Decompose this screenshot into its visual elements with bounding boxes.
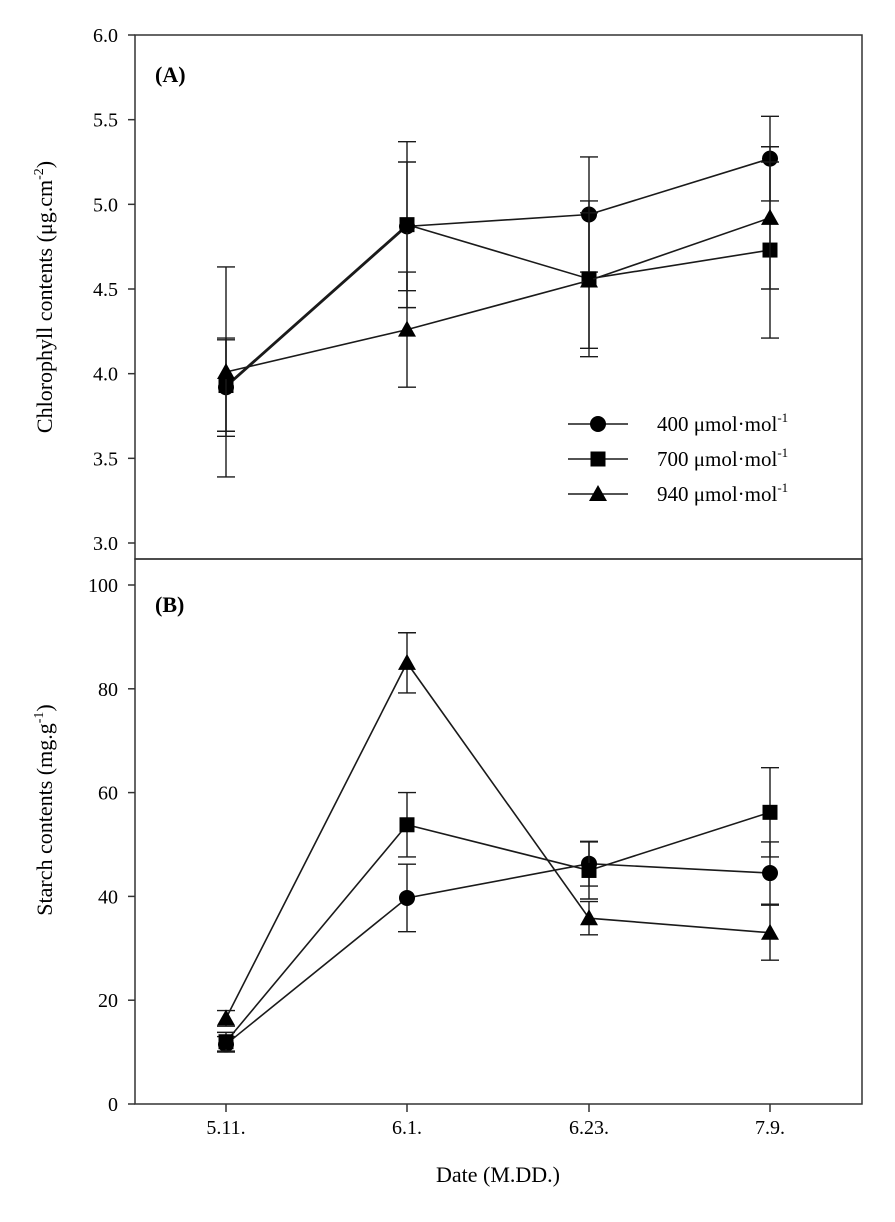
- y-tick-label: 3.5: [93, 448, 118, 470]
- y-tick-label: 3.0: [93, 533, 118, 555]
- series-line: [225, 223, 771, 387]
- legend-label: 700 μmol·mol-1: [657, 445, 788, 471]
- series-triangle: [217, 146, 779, 478]
- panel-a-axes: 3.0 3.5 4.0 4.5 5.0 5.5 6.0: [93, 25, 135, 555]
- x-tick-label: 7.9.: [755, 1117, 785, 1139]
- data-point: [398, 653, 416, 670]
- panel-b-starch: (B) Starch contents (mg.g-1) 0 20 40 60 80 10…: [32, 558, 863, 1187]
- series-line: [225, 862, 771, 1045]
- x-tick-label: 6.1.: [392, 1117, 422, 1139]
- x-tick-label: 6.23.: [569, 1117, 609, 1139]
- legend-label: 400 μmol·mol-1: [657, 410, 788, 436]
- y-tick-label: 5.0: [93, 194, 118, 216]
- data-point: [580, 909, 598, 926]
- data-point: [399, 217, 415, 233]
- y-tick-label: 80: [98, 679, 118, 701]
- x-axis-ticks: 5.11. 6.1. 6.23. 7.9.: [206, 1104, 785, 1139]
- data-point: [581, 862, 597, 878]
- legend-label: 940 μmol·mol-1: [657, 480, 788, 506]
- series-circle: [217, 115, 779, 438]
- panel-b-y-axis-title: Starch contents (mg.g-1): [32, 704, 57, 915]
- data-point: [399, 817, 415, 833]
- series-square: [217, 766, 779, 1052]
- x-tick-label: 5.11.: [206, 1117, 245, 1139]
- legend-item: 700 μmol·mol-1: [568, 445, 788, 471]
- data-point: [218, 1034, 234, 1050]
- data-point: [762, 804, 778, 820]
- y-tick-label: 40: [98, 886, 118, 908]
- panel-a-series: [217, 115, 779, 478]
- series-circle: [217, 840, 779, 1053]
- data-point: [761, 923, 779, 940]
- legend-marker: [589, 485, 607, 501]
- data-point: [580, 271, 598, 288]
- panel-b-series: [217, 632, 779, 1053]
- data-point: [761, 208, 779, 225]
- data-point: [217, 362, 235, 379]
- legend-marker: [590, 416, 606, 432]
- y-tick-label: 60: [98, 783, 118, 805]
- series-line: [225, 217, 771, 373]
- series-triangle: [217, 632, 779, 1027]
- panel-b-label: (B): [155, 592, 184, 617]
- y-tick-label: 6.0: [93, 25, 118, 47]
- data-point: [399, 889, 415, 906]
- legend-item: 400 μmol·mol-1: [568, 410, 788, 436]
- y-tick-label: 4.5: [93, 279, 118, 301]
- legend-item: 940 μmol·mol-1: [568, 480, 788, 506]
- legend: 400 μmol·mol-1 700 μmol·mol-1 940 μmol·mol…: [568, 410, 788, 506]
- legend-marker: [590, 451, 606, 467]
- series-line: [225, 157, 771, 388]
- y-tick-label: 0: [108, 1094, 118, 1116]
- series-square: [217, 140, 779, 432]
- panel-a-frame: [134, 34, 863, 560]
- y-tick-label: 20: [98, 990, 118, 1012]
- data-point: [217, 1009, 235, 1026]
- panel-a-y-axis-title: Chlorophyll contents (μg.cm-2): [32, 161, 57, 433]
- panel-a-label: (A): [155, 62, 186, 87]
- y-tick-label: 4.0: [93, 364, 118, 386]
- data-point: [762, 865, 778, 882]
- panel-a-chlorophyll: (A) Chlorophyll contents (μg.cm-2) 3.03.…: [32, 25, 863, 560]
- y-tick-label: 5.5: [93, 110, 118, 132]
- series-line: [225, 811, 771, 1043]
- series-line: [225, 661, 771, 1019]
- panel-b-frame: [134, 558, 863, 1105]
- x-axis-title: Date (M.DD.): [436, 1162, 560, 1187]
- y-tick-label: 100: [88, 575, 118, 597]
- data-point: [398, 320, 416, 337]
- panel-b-axes: 0 20 40 60 80 100: [88, 575, 135, 1116]
